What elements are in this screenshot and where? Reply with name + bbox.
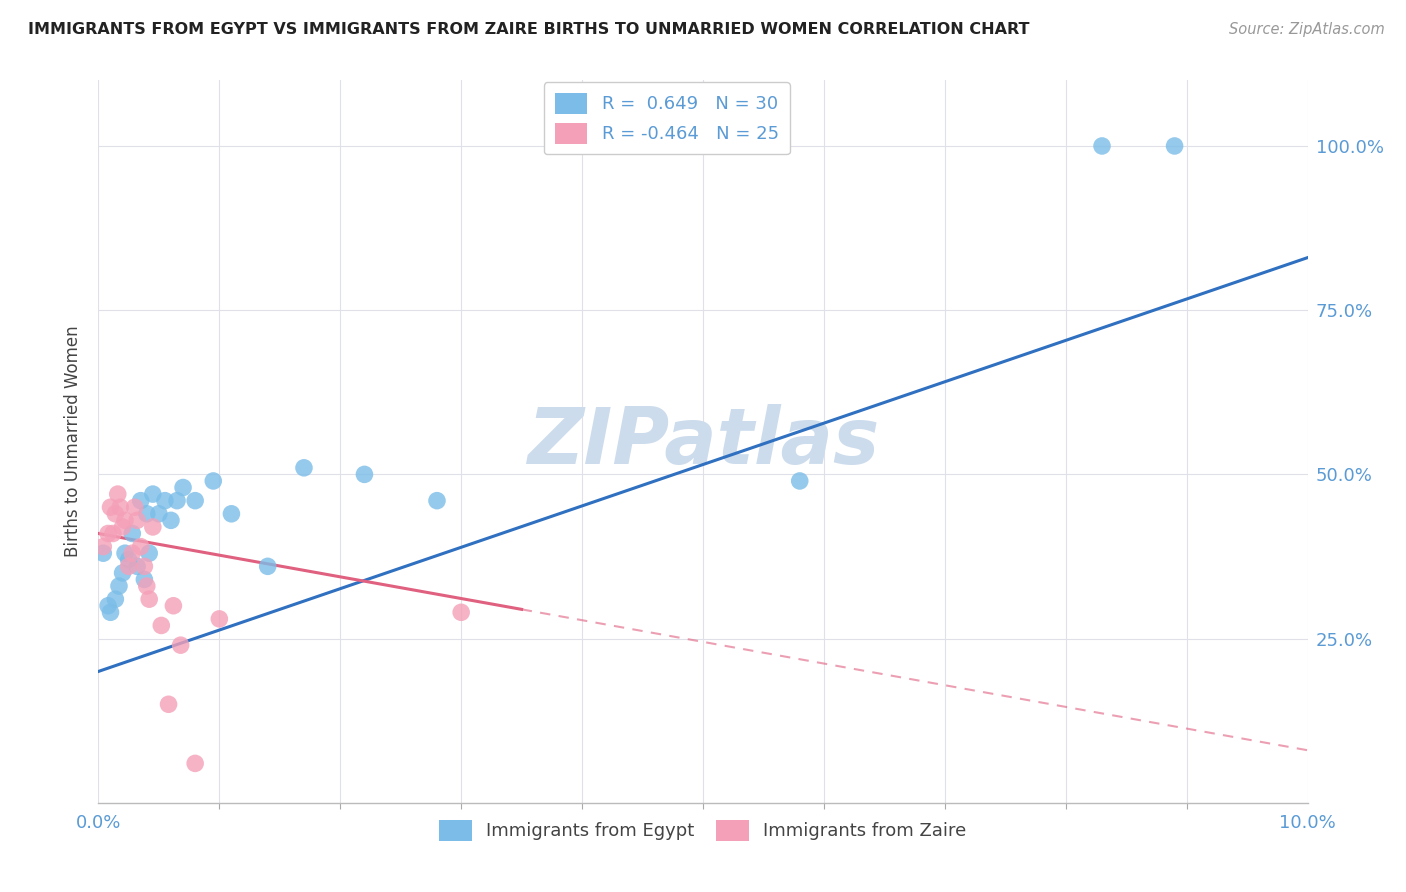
Point	[138, 546, 160, 560]
Point	[162, 599, 184, 613]
Point	[172, 481, 194, 495]
Point	[153, 493, 176, 508]
Text: Source: ZipAtlas.com: Source: ZipAtlas.com	[1229, 22, 1385, 37]
Point	[127, 559, 149, 574]
Point	[148, 507, 170, 521]
Y-axis label: Births to Unmarried Women: Births to Unmarried Women	[65, 326, 83, 558]
Point	[150, 618, 173, 632]
Point	[111, 566, 134, 580]
Point	[184, 756, 207, 771]
Point	[142, 487, 165, 501]
Point	[1163, 139, 1185, 153]
Point	[108, 500, 131, 515]
Point	[118, 559, 141, 574]
Point	[124, 500, 146, 515]
Point	[114, 513, 136, 527]
Point	[166, 493, 188, 508]
Point	[107, 487, 129, 501]
Point	[256, 559, 278, 574]
Point	[157, 698, 180, 712]
Point	[127, 513, 149, 527]
Point	[221, 507, 243, 521]
Point	[100, 500, 122, 515]
Point	[134, 573, 156, 587]
Point	[160, 513, 183, 527]
Point	[104, 592, 127, 607]
Point	[142, 520, 165, 534]
Legend: Immigrants from Egypt, Immigrants from Zaire: Immigrants from Egypt, Immigrants from Z…	[432, 813, 974, 848]
Text: IMMIGRANTS FROM EGYPT VS IMMIGRANTS FROM ZAIRE BIRTHS TO UNMARRIED WOMEN CORRELA: IMMIGRANTS FROM EGYPT VS IMMIGRANTS FROM…	[28, 22, 1029, 37]
Point	[202, 474, 225, 488]
Point	[292, 460, 315, 475]
Point	[135, 507, 157, 521]
Point	[184, 493, 207, 508]
Point	[108, 579, 131, 593]
Point	[169, 638, 191, 652]
Point	[129, 493, 152, 508]
Point	[118, 553, 141, 567]
Point	[353, 467, 375, 482]
Text: ZIPatlas: ZIPatlas	[527, 403, 879, 480]
Point	[789, 474, 811, 488]
Point	[121, 546, 143, 560]
Point	[91, 540, 114, 554]
Point	[138, 592, 160, 607]
Point	[91, 546, 114, 560]
Point	[104, 507, 127, 521]
Point	[100, 605, 122, 619]
Point	[135, 579, 157, 593]
Point	[450, 605, 472, 619]
Point	[114, 546, 136, 560]
Point	[1091, 139, 1114, 153]
Point	[97, 599, 120, 613]
Point	[134, 559, 156, 574]
Point	[111, 520, 134, 534]
Point	[121, 526, 143, 541]
Point	[129, 540, 152, 554]
Point	[101, 526, 124, 541]
Point	[426, 493, 449, 508]
Point	[208, 612, 231, 626]
Point	[97, 526, 120, 541]
